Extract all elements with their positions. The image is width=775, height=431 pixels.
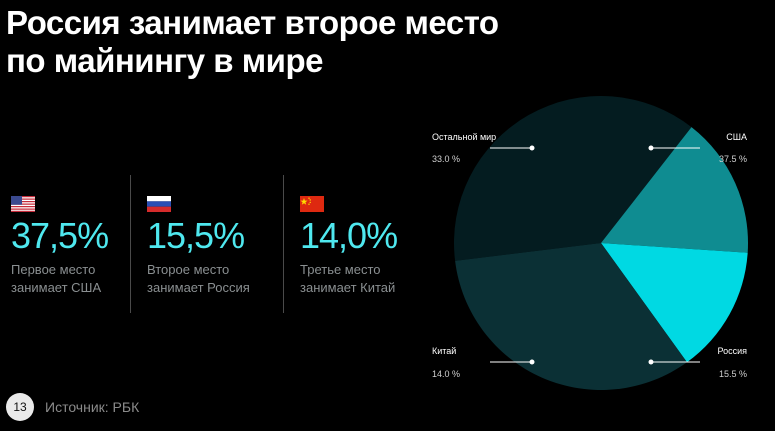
leader-dot-usa <box>648 145 654 151</box>
stat-value: 14,0% <box>300 215 398 256</box>
source-note: Источник: РБК <box>45 399 140 415</box>
page-title: Россия занимает второе место по майнингу… <box>6 4 499 80</box>
leader-dot-china <box>529 359 535 365</box>
stat-china: 14,0% Третье место занимает Китай <box>300 196 430 297</box>
stat-caption: Третье место занимает Китай <box>300 261 430 297</box>
footer: 13 Источник: РБК <box>6 393 139 421</box>
stat-caption: Второе место занимает Россия <box>147 261 277 297</box>
slice-label-russia: Россия <box>717 346 747 356</box>
slice-value-other: 33.0 % <box>432 154 460 164</box>
slice-value-china: 14.0 % <box>432 369 460 379</box>
slice-value-russia: 15.5 % <box>719 369 747 379</box>
slice-value-usa: 37.5 % <box>719 154 747 164</box>
russia-flag-icon <box>147 196 171 212</box>
stat-usa: 37,5% Первое место занимает США <box>11 196 141 297</box>
stat-russia: 15,5% Второе место занимает Россия <box>147 196 277 297</box>
stat-value: 37,5% <box>11 215 109 256</box>
pie-chart: Остальной мир 33.0 % США 37.5 % Китай 14… <box>432 96 749 391</box>
pie-slice-china <box>601 243 748 363</box>
stat-caption-line-2: занимает Китай <box>300 280 396 295</box>
title-line-1: Россия занимает второе место <box>6 4 499 41</box>
china-flag-icon <box>300 196 324 212</box>
page-number: 13 <box>6 393 34 421</box>
pie-slice-usa <box>454 96 692 261</box>
stat-caption: Первое место занимает США <box>11 261 141 297</box>
stat-caption-line-1: Первое место <box>11 262 96 277</box>
pie-slices <box>454 96 749 391</box>
stat-caption-line-1: Третье место <box>300 262 381 277</box>
leader-dot-russia <box>648 359 654 365</box>
leader-dot-other <box>529 145 535 151</box>
divider <box>130 175 131 313</box>
pie-slice-other <box>455 243 687 391</box>
stat-caption-line-1: Второе место <box>147 262 230 277</box>
us-flag-icon <box>11 196 35 212</box>
pie-labels: Остальной мир 33.0 % США 37.5 % Китай 14… <box>432 132 747 379</box>
pie-slice-russia <box>601 127 749 253</box>
title-line-2: по майнингу в мире <box>6 42 323 79</box>
stat-value: 15,5% <box>147 215 245 256</box>
slice-label-other: Остальной мир <box>432 132 496 142</box>
slice-label-china: Китай <box>432 346 456 356</box>
stat-caption-line-2: занимает Россия <box>147 280 250 295</box>
slice-label-usa: США <box>726 132 747 142</box>
divider <box>283 175 284 313</box>
stat-caption-line-2: занимает США <box>11 280 102 295</box>
